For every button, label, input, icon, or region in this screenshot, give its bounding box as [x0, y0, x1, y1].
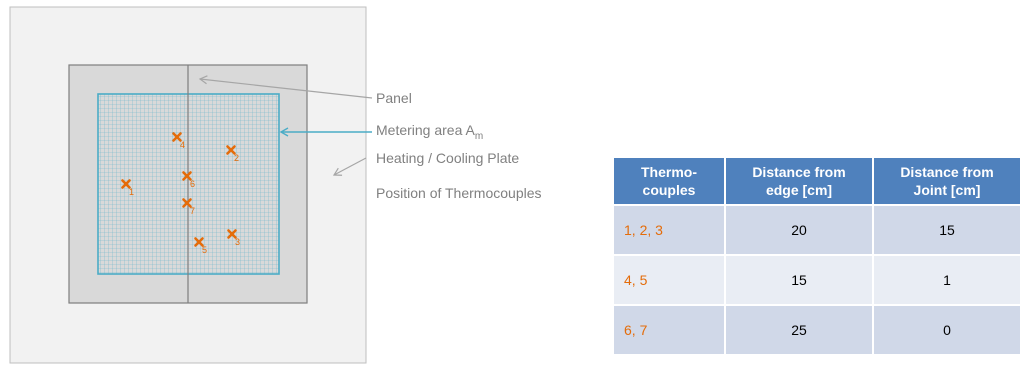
header-distance-joint: Distance from Joint [cm] [874, 158, 1020, 204]
thermocouple-2-marker: 2 [226, 145, 239, 163]
thermocouple-5-marker: 5 [194, 237, 207, 255]
plate-label: Heating / Cooling Plate [376, 150, 520, 166]
plate-arrow [332, 157, 367, 176]
table-row: 6, 7 25 0 [614, 306, 1020, 354]
metering-area-label: Metering area Am [376, 122, 484, 142]
thermocouple-table: Thermo- couples Distance from edge [cm] … [614, 156, 1020, 356]
panel-label: Panel [376, 90, 412, 106]
thermocouple-3-label: 3 [235, 237, 240, 247]
header-distance-edge-text: Distance from edge [cm] [752, 164, 846, 198]
header-distance-joint-text: Distance from Joint [cm] [900, 164, 994, 198]
thermocouple-7-label: 7 [190, 206, 195, 216]
row-distance-joint: 1 [874, 256, 1020, 304]
row-distance-edge: 20 [726, 206, 874, 254]
panel-arrow [198, 75, 373, 99]
thermocouple-4-label: 4 [180, 140, 185, 150]
tc-ids-text: 1, 2, 3 [624, 222, 663, 238]
row-thermocouple-ids: 1, 2, 3 [614, 206, 726, 254]
row-distance-joint: 15 [874, 206, 1020, 254]
thermocouple-6-label: 6 [190, 179, 195, 189]
thermocouple-6-marker: 6 [182, 171, 195, 189]
thermocouple-2-label: 2 [234, 153, 239, 163]
header-thermocouples: Thermo- couples [614, 158, 726, 204]
thermocouple-5-label: 5 [202, 245, 207, 255]
row-distance-edge: 25 [726, 306, 874, 354]
tc-ids-text: 6, 7 [624, 322, 648, 338]
thermocouple-1-label: 1 [129, 187, 134, 197]
table-row: 4, 5 15 1 [614, 256, 1020, 304]
row-thermocouple-ids: 6, 7 [614, 306, 726, 354]
table-header-row: Thermo- couples Distance from edge [cm] … [614, 158, 1020, 204]
thermocouples-label: Position of Thermocouples [376, 185, 542, 201]
thermocouple-7-marker: 7 [182, 198, 195, 216]
table-row: 1, 2, 3 20 15 [614, 206, 1020, 254]
thermocouple-1-marker: 1 [121, 179, 134, 197]
header-thermocouples-text: Thermo- couples [641, 164, 697, 198]
tc-ids-text: 4, 5 [624, 272, 648, 288]
thermocouple-markers: 1 2 3 4 5 6 7 [121, 132, 240, 255]
thermocouple-4-marker: 4 [172, 132, 185, 150]
metering-area-subscript: m [474, 130, 484, 142]
row-thermocouple-ids: 4, 5 [614, 256, 726, 304]
row-distance-edge: 15 [726, 256, 874, 304]
thermocouple-3-marker: 3 [227, 229, 240, 247]
header-distance-edge: Distance from edge [cm] [726, 158, 874, 204]
row-distance-joint: 0 [874, 306, 1020, 354]
